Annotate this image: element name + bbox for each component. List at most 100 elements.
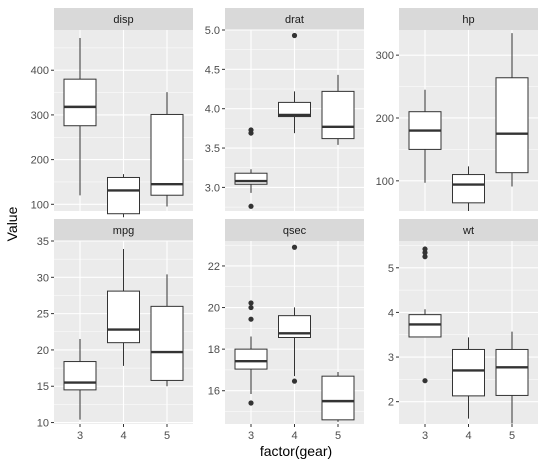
strip-hp [399, 8, 538, 30]
box-iqr [408, 314, 442, 338]
y-tick-label: 4 [388, 307, 394, 319]
facet-qsec: qsec 16 18 20 22 3 4 5 [208, 219, 364, 442]
outlier-point [422, 254, 428, 260]
outlier-point [248, 203, 254, 209]
box-disp-gear-4 [107, 174, 140, 218]
box-iqr [150, 305, 184, 381]
outlier-point [291, 244, 298, 250]
box-iqr [452, 348, 485, 397]
box-drat-gear-5 [321, 74, 355, 145]
strip-qsec [225, 219, 364, 241]
strip-wt [399, 219, 538, 241]
outlier-point [291, 378, 298, 384]
box-disp-gear-3 [63, 38, 97, 196]
y-tick-label: 5.0 [205, 25, 220, 37]
x-axis-title: factor(gear) [260, 443, 332, 459]
y-tick-label: 100 [376, 176, 394, 188]
box-drat-gear-4 [278, 32, 311, 134]
y-tick-label: 5 [388, 263, 394, 275]
y-axis-title: Value [4, 206, 20, 241]
box-iqr [321, 375, 355, 421]
box-hp-gear-4 [452, 166, 485, 211]
box-iqr [495, 348, 529, 396]
x-tick-label: 4 [291, 430, 297, 442]
box-wt-gear-5 [495, 331, 529, 424]
strip-disp [54, 8, 193, 30]
outlier-point [422, 246, 428, 252]
box-wt-gear-4 [452, 337, 485, 419]
x-tick-label: 3 [248, 430, 254, 442]
outlier-point [248, 127, 254, 133]
strip-label-disp: disp [113, 14, 133, 26]
y-tick-label: 15 [37, 381, 49, 393]
box-disp-gear-5 [150, 92, 184, 207]
box-qsec-gear-4 [278, 244, 311, 384]
y-tick-label: 22 [208, 261, 220, 273]
y-tick-label: 30 [37, 272, 49, 284]
y-tick-label: 18 [208, 344, 220, 356]
x-tick-label: 5 [335, 430, 341, 442]
y-tick-label: 2 [388, 397, 394, 409]
box-hp-gear-5 [495, 33, 529, 187]
box-iqr [107, 176, 140, 215]
y-tick-label: 200 [376, 113, 394, 125]
outlier-point [248, 304, 254, 311]
box-drat-gear-3 [234, 127, 268, 209]
strip-drat [225, 8, 364, 30]
box-iqr [234, 172, 268, 185]
box-iqr [321, 90, 355, 140]
y-tick-label: 400 [31, 65, 49, 77]
box-iqr [107, 290, 140, 344]
facet-drat: drat 3.0 3.5 4.0 4.5 5.0 [205, 8, 364, 211]
y-tick-label: 20 [208, 303, 220, 315]
y-tick-label: 3 [388, 352, 394, 364]
y-tick-label: 35 [37, 236, 49, 248]
y-tick-label: 10 [37, 418, 49, 430]
box-iqr [234, 348, 268, 370]
y-tick-label: 3.5 [205, 143, 220, 155]
strip-label-mpg: mpg [113, 225, 134, 237]
y-tick-label: 4.0 [205, 104, 220, 116]
box-mpg-gear-5 [150, 274, 184, 387]
box-qsec-gear-3 [234, 300, 268, 406]
y-tick-label: 100 [31, 199, 49, 211]
x-tick-label: 5 [164, 430, 170, 442]
facet-mpg: mpg 10 15 20 25 30 35 3 4 5 [37, 219, 193, 442]
x-tick-label: 3 [77, 430, 83, 442]
box-iqr [495, 77, 529, 174]
strip-label-qsec: qsec [283, 225, 307, 237]
box-iqr [63, 361, 97, 391]
y-tick-label: 16 [208, 386, 220, 398]
strip-label-drat: drat [285, 14, 304, 26]
outlier-point [248, 400, 254, 406]
y-tick-label: 4.5 [205, 64, 220, 76]
outlier-point [248, 300, 254, 306]
strip-mpg [54, 219, 193, 241]
box-qsec-gear-5 [321, 372, 355, 422]
x-tick-label: 4 [120, 430, 126, 442]
box-iqr [278, 315, 311, 338]
box-mpg-gear-4 [107, 248, 140, 366]
box-iqr [150, 113, 184, 196]
box-wt-gear-3 [408, 246, 442, 384]
y-tick-label: 3.0 [205, 182, 220, 194]
y-tick-label: 300 [376, 50, 394, 62]
box-iqr [278, 101, 311, 118]
strip-label-hp: hp [462, 14, 474, 26]
facet-wt: wt 2 3 4 5 3 4 5 [388, 219, 538, 442]
outlier-point [422, 378, 428, 384]
y-tick-label: 200 [31, 155, 49, 167]
box-mpg-gear-3 [63, 339, 97, 420]
y-tick-label: 20 [37, 345, 49, 357]
outlier-point [291, 32, 298, 39]
facet-disp: disp 100 200 300 400 [31, 8, 193, 218]
x-tick-label: 3 [422, 430, 428, 442]
x-tick-label: 4 [465, 430, 471, 442]
box-iqr [452, 174, 485, 204]
y-tick-label: 300 [31, 110, 49, 122]
x-tick-label: 5 [509, 430, 515, 442]
box-hp-gear-3 [408, 89, 442, 183]
facet-hp: hp 100 200 300 [376, 8, 538, 211]
box-iqr [63, 78, 97, 127]
